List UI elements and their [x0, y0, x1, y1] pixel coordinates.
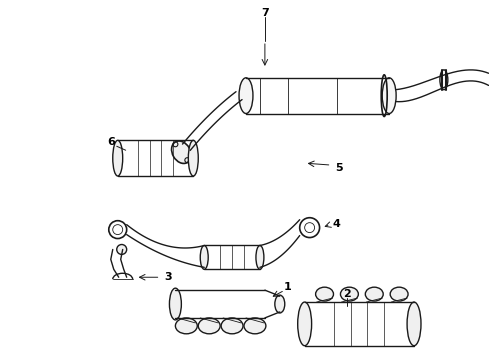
- Ellipse shape: [200, 246, 208, 269]
- Ellipse shape: [316, 287, 334, 301]
- Ellipse shape: [382, 78, 396, 113]
- Text: 4: 4: [333, 219, 341, 229]
- Ellipse shape: [117, 244, 127, 255]
- Text: 7: 7: [261, 8, 269, 18]
- Text: 5: 5: [336, 163, 343, 173]
- Text: 1: 1: [284, 282, 292, 292]
- Ellipse shape: [221, 318, 243, 334]
- Ellipse shape: [198, 318, 220, 334]
- Ellipse shape: [366, 287, 383, 301]
- Ellipse shape: [170, 288, 181, 320]
- Ellipse shape: [256, 246, 264, 269]
- Ellipse shape: [113, 140, 122, 176]
- Text: 6: 6: [107, 137, 115, 147]
- Ellipse shape: [275, 295, 285, 313]
- Ellipse shape: [298, 302, 312, 346]
- Ellipse shape: [341, 287, 358, 301]
- Text: 2: 2: [343, 289, 351, 299]
- Ellipse shape: [239, 78, 253, 113]
- Ellipse shape: [188, 140, 198, 176]
- Ellipse shape: [390, 287, 408, 301]
- Ellipse shape: [175, 318, 197, 334]
- Ellipse shape: [244, 318, 266, 334]
- Ellipse shape: [172, 141, 191, 163]
- Ellipse shape: [407, 302, 421, 346]
- Text: 3: 3: [165, 272, 172, 282]
